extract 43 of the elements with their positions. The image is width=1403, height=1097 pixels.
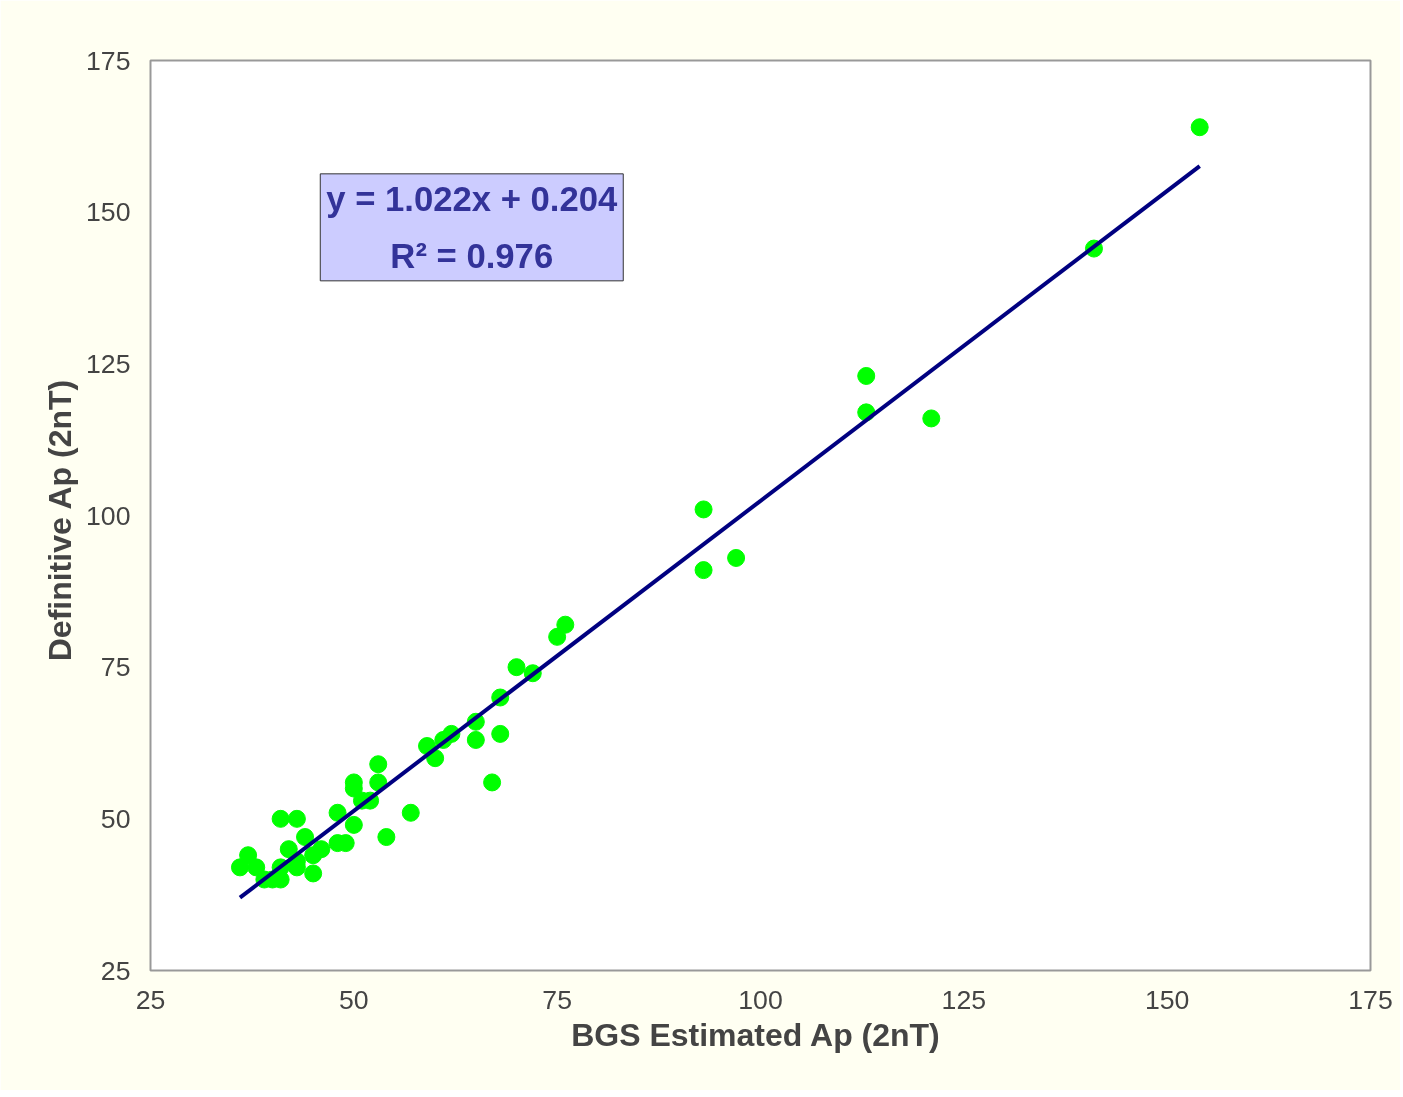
point xyxy=(466,730,485,749)
x-tick-label: 75 xyxy=(542,984,572,1015)
point xyxy=(507,658,526,677)
point xyxy=(230,858,249,877)
point xyxy=(922,409,941,428)
point xyxy=(483,773,502,792)
point xyxy=(556,615,575,634)
annotation: R² = 0.976 xyxy=(390,236,554,275)
y-tick-label: 75 xyxy=(100,652,131,683)
y-tick-label: 175 xyxy=(86,45,131,76)
point xyxy=(312,840,331,859)
annotation: y = 1.022x + 0.204 xyxy=(326,179,618,218)
y-tick-label: 25 xyxy=(100,955,131,986)
y-tick-label: 125 xyxy=(86,348,131,379)
point xyxy=(694,500,713,519)
point xyxy=(694,561,713,580)
point xyxy=(271,809,290,828)
point xyxy=(296,828,315,847)
x-tick-label: 150 xyxy=(1144,984,1190,1015)
y-tick-label: 50 xyxy=(100,803,131,834)
point xyxy=(727,548,746,567)
point xyxy=(344,815,363,834)
x-tick-label: 175 xyxy=(1348,984,1393,1015)
point xyxy=(247,858,266,877)
point xyxy=(279,840,298,859)
point xyxy=(328,803,347,822)
point xyxy=(369,755,388,774)
point xyxy=(857,366,876,385)
x-tick-label: 50 xyxy=(339,984,369,1015)
x-tick-label: 25 xyxy=(135,984,166,1015)
y-axis-title: Definitive Ap (2nT) xyxy=(42,379,79,662)
x-axis-title: BGS Estimated Ap (2nT) xyxy=(571,1016,940,1053)
x-tick-label: 100 xyxy=(738,984,783,1015)
point xyxy=(548,627,567,646)
point xyxy=(377,828,396,847)
point xyxy=(1190,118,1209,137)
y-tick-label: 100 xyxy=(86,500,131,531)
x-tick-label: 125 xyxy=(941,984,987,1015)
point xyxy=(401,803,420,822)
point xyxy=(287,809,306,828)
point xyxy=(491,724,510,743)
point xyxy=(304,864,323,883)
y-tick-label: 150 xyxy=(86,197,131,228)
